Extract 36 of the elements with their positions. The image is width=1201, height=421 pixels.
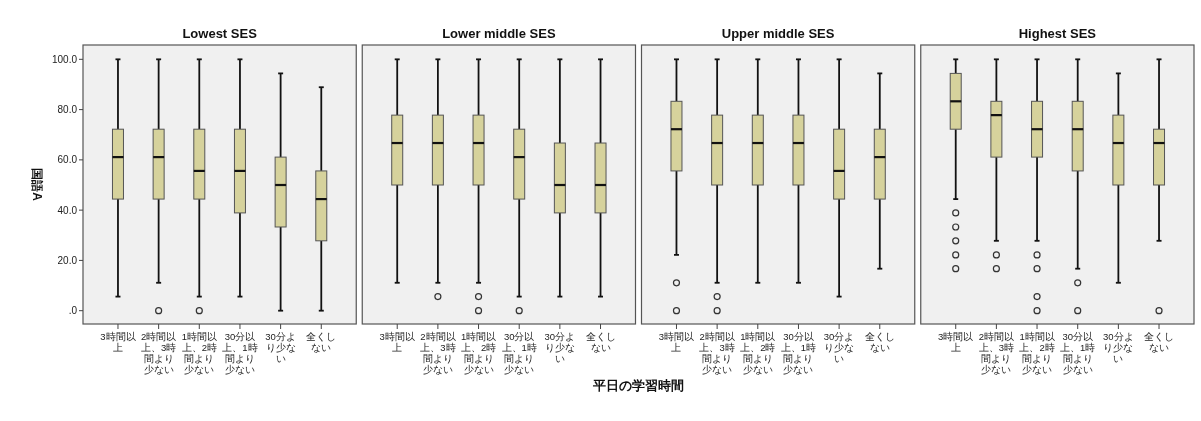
x-tick-label: 30分以上、1時間より少ない — [501, 331, 537, 375]
x-tick-label: 3時間以上 — [938, 331, 974, 353]
x-tick-label: 2時間以上、3時間より少ない — [699, 331, 735, 375]
y-tick-label: 20.0 — [57, 254, 78, 266]
x-axis-title: 平日の学習時間 — [592, 378, 684, 393]
y-tick-label: 60.0 — [57, 154, 78, 166]
x-tick-label: 30分より少ない — [265, 331, 296, 364]
x-tick-label: 1時間以上、2時間より少ない — [460, 331, 497, 375]
x-tick-label: 30分より少ない — [544, 331, 576, 364]
chart-title: Highest SES — [1018, 26, 1097, 41]
x-tick-label: 全くしない — [585, 331, 616, 353]
x-tick-label: 2時間以上、3時間より少ない — [140, 331, 177, 375]
x-tick-label: 1時間以上、2時間より少ない — [740, 331, 776, 375]
y-tick-label: 80.0 — [57, 104, 78, 116]
x-tick-label: 1時間以上、2時間より少ない — [1019, 331, 1055, 375]
x-tick-label: 1時間以上、2時間より少ない — [181, 331, 217, 375]
x-tick-label: 全くしない — [1144, 331, 1175, 353]
chart-title: Lowest SES — [182, 26, 258, 41]
x-tick-label: 2時間以上、3時間より少ない — [978, 331, 1015, 375]
x-tick-label: 3時間以上 — [100, 331, 136, 353]
x-tick-label: 3時間以上 — [379, 331, 415, 353]
x-tick-label: 3時間以上 — [658, 331, 695, 353]
chart-title: Lower middle SES — [442, 26, 556, 41]
chart-title: Upper middle SES — [721, 26, 835, 41]
x-tick-label: 2時間以上、3時間より少ない — [420, 331, 456, 375]
x-tick-label: 30分以上、1時間より少ない — [222, 331, 258, 375]
x-tick-label: 全くしない — [306, 331, 337, 353]
x-tick-label: 30分以上、1時間より少ない — [1060, 331, 1096, 375]
x-tick-label: 全くしない — [864, 331, 895, 353]
y-tick-label: 40.0 — [57, 204, 78, 216]
y-tick-label: .0 — [68, 305, 78, 317]
y-axis-title: 国語A — [30, 168, 44, 202]
x-tick-label: 30分より少ない — [1103, 331, 1134, 364]
y-tick-label: 100.0 — [51, 53, 78, 65]
x-tick-label: 30分より少ない — [823, 331, 855, 364]
x-tick-label: 30分以上、1時間より少ない — [780, 331, 817, 375]
